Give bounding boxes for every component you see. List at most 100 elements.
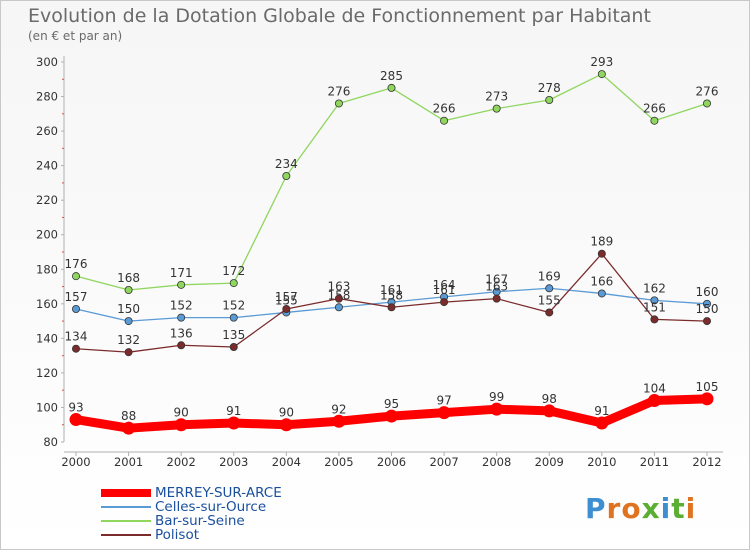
data-label: 176 bbox=[65, 257, 88, 271]
data-point bbox=[177, 280, 186, 289]
x-tick-label: 2005 bbox=[324, 455, 353, 469]
legend-item: Bar-sur-Seine bbox=[101, 513, 361, 529]
legend-swatch bbox=[101, 534, 151, 536]
data-label: 99 bbox=[489, 390, 504, 404]
data-label: 164 bbox=[433, 278, 456, 292]
data-label: 163 bbox=[327, 280, 350, 294]
data-label: 136 bbox=[170, 326, 193, 340]
y-tick-label: 240 bbox=[36, 159, 58, 173]
legend-swatch bbox=[101, 489, 151, 497]
data-label: 278 bbox=[538, 81, 561, 95]
data-label: 234 bbox=[275, 157, 298, 171]
data-point bbox=[650, 116, 659, 125]
data-point bbox=[334, 99, 343, 108]
y-tick-label: 220 bbox=[36, 193, 58, 207]
data-point bbox=[595, 416, 609, 430]
data-label: 88 bbox=[121, 409, 136, 423]
data-point bbox=[545, 96, 554, 105]
x-tick-label: 2000 bbox=[61, 455, 90, 469]
data-point bbox=[647, 394, 661, 408]
data-label: 155 bbox=[275, 293, 298, 307]
data-label: 167 bbox=[485, 273, 508, 287]
y-tick-label: 100 bbox=[36, 400, 58, 414]
legend-item: Celles-sur-Ource bbox=[101, 499, 361, 515]
data-label: 91 bbox=[594, 404, 609, 418]
data-point bbox=[282, 304, 291, 313]
data-label: 135 bbox=[222, 328, 245, 342]
data-label: 158 bbox=[380, 288, 403, 302]
data-point bbox=[597, 289, 606, 298]
x-tick-label: 2012 bbox=[692, 455, 721, 469]
data-label: 161 bbox=[380, 283, 403, 297]
x-tick-label: 2004 bbox=[272, 455, 301, 469]
data-point bbox=[177, 341, 186, 350]
data-label: 276 bbox=[327, 84, 350, 98]
logo-letter: t bbox=[671, 492, 686, 525]
x-tick-label: 2007 bbox=[429, 455, 458, 469]
logo-letter: x bbox=[641, 492, 661, 525]
legend-item: MERREY-SUR-ARCE bbox=[101, 485, 361, 501]
data-label: 134 bbox=[65, 330, 88, 344]
data-point bbox=[542, 404, 556, 418]
data-point bbox=[279, 418, 293, 432]
data-label: 285 bbox=[380, 69, 403, 83]
x-tick-label: 2008 bbox=[482, 455, 511, 469]
data-label: 97 bbox=[436, 394, 451, 408]
y-tick-label: 300 bbox=[36, 55, 58, 69]
data-point bbox=[227, 416, 241, 430]
data-point bbox=[597, 70, 606, 79]
legend-label: MERREY-SUR-ARCE bbox=[155, 485, 282, 501]
data-label: 157 bbox=[65, 290, 88, 304]
data-point bbox=[492, 104, 501, 113]
data-point bbox=[437, 406, 451, 420]
data-point bbox=[177, 313, 186, 322]
data-point bbox=[174, 418, 188, 432]
data-label: 150 bbox=[696, 302, 719, 316]
data-label: 157 bbox=[275, 290, 298, 304]
data-point bbox=[597, 249, 606, 258]
data-point bbox=[229, 342, 238, 351]
legend-swatch bbox=[101, 506, 151, 508]
data-point bbox=[282, 171, 291, 180]
chart-title: Evolution de la Dotation Globale de Fonc… bbox=[28, 5, 651, 27]
data-point bbox=[332, 414, 346, 428]
data-point bbox=[122, 421, 136, 435]
data-point bbox=[703, 299, 712, 308]
data-point bbox=[440, 116, 449, 125]
data-point bbox=[334, 303, 343, 312]
data-label: 169 bbox=[538, 269, 561, 283]
data-point bbox=[72, 304, 81, 313]
data-point bbox=[703, 317, 712, 326]
data-label: 161 bbox=[433, 283, 456, 297]
data-label: 104 bbox=[643, 382, 666, 396]
data-label: 162 bbox=[643, 281, 666, 295]
data-point bbox=[703, 99, 712, 108]
data-label: 90 bbox=[279, 406, 294, 420]
data-point bbox=[72, 272, 81, 281]
data-point bbox=[334, 294, 343, 303]
x-tick-label: 2010 bbox=[587, 455, 616, 469]
data-point bbox=[492, 294, 501, 303]
data-label: 152 bbox=[170, 299, 193, 313]
y-tick-label: 80 bbox=[43, 435, 58, 449]
logo-letter: i bbox=[685, 492, 697, 525]
data-point bbox=[387, 83, 396, 92]
y-tick-label: 260 bbox=[36, 124, 58, 138]
legend-label: Bar-sur-Seine bbox=[155, 513, 245, 529]
data-label: 266 bbox=[643, 102, 666, 116]
data-label: 155 bbox=[538, 293, 561, 307]
data-label: 151 bbox=[643, 300, 666, 314]
data-point bbox=[387, 303, 396, 312]
data-label: 98 bbox=[542, 392, 557, 406]
y-tick-label: 180 bbox=[36, 262, 58, 276]
data-label: 92 bbox=[331, 402, 346, 416]
data-label: 160 bbox=[696, 285, 719, 299]
y-tick-label: 160 bbox=[36, 297, 58, 311]
data-label: 273 bbox=[485, 90, 508, 104]
data-point bbox=[72, 344, 81, 353]
data-point bbox=[700, 392, 714, 406]
legend-label: Polisot bbox=[155, 527, 200, 543]
x-tick-label: 2001 bbox=[114, 455, 143, 469]
